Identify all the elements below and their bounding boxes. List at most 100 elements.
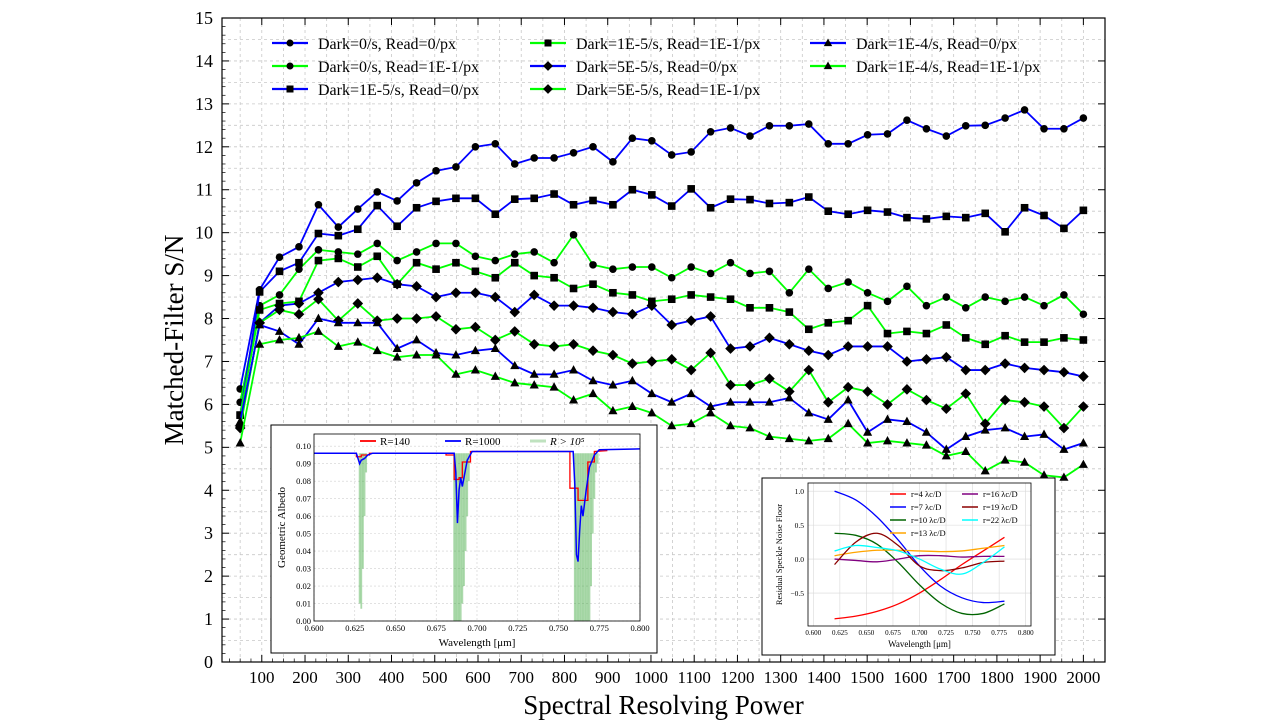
data-point (1059, 444, 1069, 453)
data-point (1019, 362, 1030, 374)
data-point (706, 408, 716, 417)
x-tick-label: 0.750 (549, 623, 568, 633)
data-point (275, 267, 284, 276)
y-axis-label: Residual Speckle Noise Floor (774, 504, 784, 605)
data-point (471, 267, 480, 276)
data-point (666, 354, 678, 365)
data-point (589, 261, 597, 269)
y-tick-label: 2 (204, 566, 213, 586)
y-tick-label: 0.0 (795, 555, 805, 564)
data-point (568, 300, 579, 311)
data-point (275, 253, 284, 261)
legend-label: r=4 λc/D (911, 489, 941, 499)
data-point (746, 304, 754, 312)
data-point (628, 263, 637, 271)
legend-label: Dark=1E-4/s, Read=1E-1/px (856, 59, 1040, 76)
data-point (804, 193, 813, 201)
legend-marker (823, 61, 833, 70)
data-point (725, 379, 736, 391)
x-tick-label: 0.700 (912, 629, 928, 637)
data-point (922, 329, 931, 338)
data-point (863, 288, 872, 297)
data-point (510, 160, 519, 168)
data-point (470, 365, 480, 374)
legend-label: Dark=5E-5/s, Read=1E-1/px (576, 82, 760, 99)
data-point (412, 350, 422, 359)
data-point (470, 287, 481, 299)
data-point (609, 288, 617, 297)
data-point (432, 239, 440, 248)
data-point (667, 420, 677, 430)
series-2 (236, 231, 1088, 407)
data-point (902, 416, 912, 425)
data-point (490, 371, 500, 380)
legend-label: R=1000 (465, 436, 501, 448)
data-point (628, 185, 637, 194)
data-point (844, 210, 852, 219)
data-point (942, 132, 951, 140)
data-point (706, 203, 715, 212)
data-point (627, 308, 638, 320)
data-point (706, 401, 716, 410)
data-point (412, 248, 421, 256)
series-3 (236, 185, 1088, 419)
legend-item: Dark=1E-4/s, Read=0/px (810, 36, 1017, 53)
data-point (745, 423, 755, 432)
data-point (942, 321, 951, 329)
data-point (609, 265, 617, 273)
data-point (451, 350, 461, 359)
x-tick-label: 0.725 (938, 629, 954, 637)
data-point (804, 120, 813, 128)
data-point (1060, 224, 1068, 233)
data-point (1000, 455, 1010, 464)
data-point (804, 435, 814, 445)
data-point (451, 369, 461, 378)
data-point (1059, 472, 1069, 481)
legend-marker (544, 39, 552, 47)
data-point (1060, 291, 1068, 299)
legend-item: Dark=5E-5/s, Read=1E-1/px (530, 82, 760, 99)
data-point (295, 243, 303, 251)
data-point (450, 323, 462, 335)
data-point (255, 339, 265, 348)
data-point (999, 358, 1011, 369)
data-point (588, 388, 598, 398)
data-point (568, 395, 579, 404)
series-line (834, 544, 1005, 557)
data-point (981, 121, 990, 130)
data-point (667, 295, 676, 304)
data-point (648, 136, 656, 145)
data-point (804, 265, 813, 273)
data-point (903, 327, 911, 336)
legend-item: Dark=1E-4/s, Read=1E-1/px (810, 59, 1040, 76)
data-point (940, 403, 952, 415)
data-point (764, 373, 775, 384)
data-point (314, 229, 323, 238)
data-point (293, 308, 305, 320)
series-line (834, 544, 1005, 575)
x-tick-label: 0.600 (805, 629, 821, 637)
legend-item: Dark=1E-5/s, Read=0/px (272, 82, 479, 99)
data-point (588, 375, 598, 385)
data-point (589, 196, 597, 205)
x-tick-label: 1100 (678, 668, 711, 687)
legend-label: r=10 λc/D (911, 515, 946, 525)
data-point (568, 338, 579, 350)
data-point (255, 288, 264, 296)
x-axis-label: Wavelength [μm] (888, 639, 951, 649)
data-point (979, 418, 991, 430)
data-point (412, 258, 421, 267)
data-point (510, 250, 519, 258)
data-point (981, 293, 990, 301)
data-point (1000, 423, 1010, 432)
legend-item: Dark=0/s, Read=1E-1/px (272, 59, 479, 76)
series-R=1000 (314, 448, 641, 562)
data-point (844, 139, 852, 148)
data-point (528, 289, 540, 301)
legend-label: Dark=0/s, Read=0/px (318, 36, 456, 53)
x-tick-label: 0.600 (304, 623, 323, 633)
data-point (314, 246, 323, 254)
data-point (882, 414, 893, 423)
data-point (491, 273, 500, 282)
